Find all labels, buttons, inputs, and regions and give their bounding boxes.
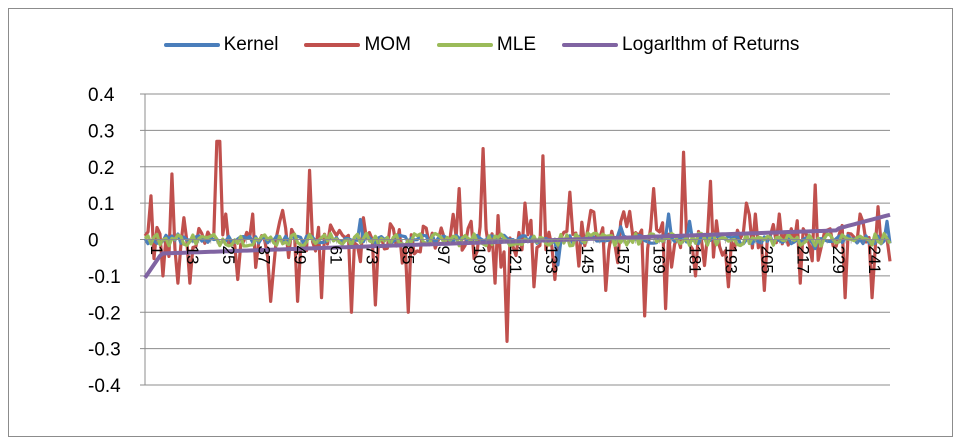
y-tick-label: -0.3 xyxy=(88,340,121,361)
legend-label: Kernel xyxy=(223,34,279,55)
y-tick-label: 0.3 xyxy=(88,121,114,142)
legend: Kernel MOM MLE Logarlthm of Returns xyxy=(0,30,963,60)
legend-swatch xyxy=(163,43,220,47)
legend-item: MLE xyxy=(436,34,536,56)
x-tick-label: 169 xyxy=(650,246,669,274)
x-tick-label: 121 xyxy=(506,246,525,274)
x-tick-label: 205 xyxy=(757,246,776,274)
x-tick-label: 229 xyxy=(829,246,848,274)
x-tick-label: 181 xyxy=(686,246,705,274)
series-line xyxy=(143,231,892,248)
x-tick-label: 133 xyxy=(542,246,561,274)
x-tick-label: 37 xyxy=(255,246,274,265)
y-tick-label: 0.1 xyxy=(88,194,114,215)
legend-label: Logarlthm of Returns xyxy=(622,34,800,55)
x-tick-label: 97 xyxy=(434,246,453,265)
x-tick-label: 193 xyxy=(721,246,740,274)
x-tick-label: 157 xyxy=(614,246,633,274)
legend-label: MLE xyxy=(496,34,536,55)
legend-swatch xyxy=(304,43,361,47)
x-tick-label: 217 xyxy=(793,246,812,274)
y-tick-label: 0 xyxy=(88,231,99,252)
y-tick-label: -0.1 xyxy=(88,267,121,288)
x-tick-label: 61 xyxy=(327,246,346,265)
x-tick-label: 109 xyxy=(470,246,489,274)
legend-label: MOM xyxy=(364,34,411,55)
x-tick-label: 145 xyxy=(578,246,597,274)
legend-swatch xyxy=(562,43,618,47)
x-tick-label: 25 xyxy=(219,246,238,265)
y-tick-label: 0.4 xyxy=(88,85,115,106)
x-tick-label: 73 xyxy=(362,246,381,265)
legend-item: MOM xyxy=(304,34,411,56)
x-tick-label: 13 xyxy=(183,246,202,265)
x-tick-label: 1 xyxy=(147,246,166,255)
legend-swatch xyxy=(436,43,493,47)
x-tick-label: 49 xyxy=(291,246,310,265)
y-tick-label: 0.2 xyxy=(88,158,114,179)
y-tick-label: -0.4 xyxy=(88,376,121,397)
series-line xyxy=(143,212,891,279)
x-tick-label: 241 xyxy=(865,246,884,274)
y-tick-label: -0.2 xyxy=(88,303,121,324)
legend-item: Kernel xyxy=(163,34,279,56)
x-tick-label: 85 xyxy=(398,246,417,265)
legend-item: Logarlthm of Returns xyxy=(562,34,799,56)
